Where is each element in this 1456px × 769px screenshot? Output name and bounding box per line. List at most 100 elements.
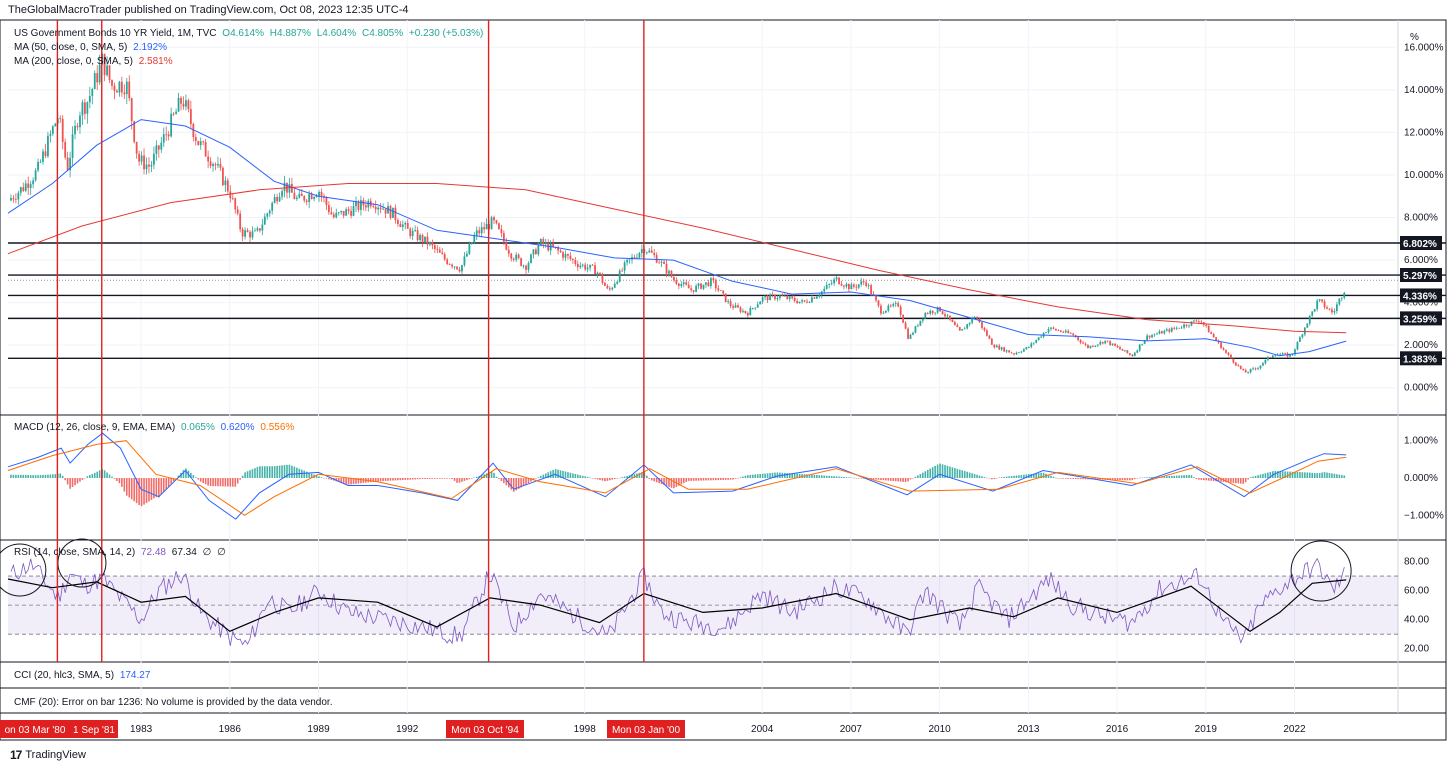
macd-hist-bar (352, 478, 355, 485)
candle-body (1114, 343, 1116, 346)
macd-hist-bar (389, 478, 392, 481)
candle-body (510, 253, 513, 259)
macd-hist-bar (734, 478, 737, 479)
level-label: 1.383% (1403, 354, 1437, 365)
candle-body (953, 322, 956, 326)
macd-hist-bar (776, 472, 779, 478)
candle-body (34, 170, 37, 181)
macd-hist-bar (956, 468, 959, 478)
macd-hist-bar (32, 475, 34, 478)
macd-hist-bar (998, 477, 1001, 478)
candle-body (507, 249, 510, 254)
macd-hist-bar (475, 476, 478, 478)
candle-body (702, 284, 705, 289)
macd-hist-bar (1129, 478, 1131, 481)
price-tick-label: 4.000% (1404, 298, 1438, 309)
candle-body (808, 302, 811, 303)
candle-body (640, 249, 643, 253)
macd-hist-bar (1023, 474, 1025, 478)
candle-body (986, 330, 988, 336)
candle-body (475, 230, 478, 236)
candle-body (862, 281, 865, 283)
macd-header[interactable]: MACD (12, 26, close, 9, EMA, EMA) 0.065%… (14, 422, 297, 433)
candle-body (47, 135, 49, 157)
candle-body (485, 224, 488, 230)
macd-hist-bar (816, 475, 818, 478)
macd-hist-bar (739, 477, 742, 478)
candle-body (91, 88, 94, 96)
candle-body (542, 238, 545, 245)
level-label-bg (1400, 351, 1442, 366)
ma200-header[interactable]: MA (200, close, 0, SMA, 5) 2.581% (14, 56, 176, 67)
candle-body (823, 288, 826, 292)
candle-body (453, 266, 456, 268)
candle-body (458, 269, 461, 272)
rsi-label: RSI (14, close, SMA, 14, 2) (14, 547, 136, 558)
ma50-header[interactable]: MA (50, close, 0, SMA, 5) 2.192% (14, 42, 170, 53)
candle-body (1215, 337, 1218, 341)
macd-hist-bar (241, 475, 244, 478)
macd-hist-bar (202, 478, 204, 483)
candle-body (1335, 304, 1338, 312)
cmf-header[interactable]: CMF (20): Error on bar 1236: No volume i… (14, 697, 336, 708)
macd-hist-bar (234, 478, 237, 487)
macd-hist-bar (981, 476, 983, 478)
macd-hist-bar (409, 478, 412, 480)
macd-hist-bar (190, 472, 192, 478)
macd-hist-bar (744, 475, 747, 478)
candle-body (921, 318, 924, 321)
macd-hist-bar (1239, 478, 1242, 484)
rsi-tick-label: 20.00 (1404, 644, 1429, 655)
candle-body (744, 310, 747, 314)
macd-hist-bar (1042, 472, 1045, 478)
candle-body (958, 327, 961, 331)
candle-body (502, 233, 505, 242)
macd-hist-bar (140, 478, 143, 507)
tradingview-branding[interactable]: 17 TradingView (10, 748, 86, 762)
macd-hist-bar (59, 473, 62, 478)
candle-body (897, 303, 900, 307)
candle-body (204, 142, 207, 157)
candle-body (1148, 335, 1151, 338)
macd-hist-bar (1005, 476, 1008, 478)
candle-body (86, 102, 89, 114)
candle-body (298, 193, 301, 198)
candle-body (571, 258, 574, 260)
macd-hist-bar (81, 478, 84, 480)
candle-body (350, 210, 352, 216)
candle-body (305, 200, 308, 202)
macd-hist-bar (143, 478, 145, 505)
candle-body (194, 137, 197, 142)
macd-hist-bar (71, 478, 74, 487)
macd-hist-bar (1015, 475, 1018, 478)
macd-hist-bar (1035, 473, 1038, 478)
macd-hist-bar (791, 473, 794, 478)
candle-body (1340, 297, 1343, 299)
macd-hist-bar (769, 473, 771, 478)
macd-hist-bar (328, 478, 330, 480)
candle-body (1207, 325, 1210, 333)
candle-body (1153, 334, 1156, 336)
candle-body (680, 284, 683, 287)
candle-body (739, 307, 742, 312)
x-tick-label: 1998 (574, 724, 597, 735)
candle-body (1222, 348, 1225, 350)
rsi-header[interactable]: RSI (14, close, SMA, 14, 2) 72.48 67.34 … (14, 547, 229, 558)
candle-body (705, 282, 707, 285)
macd-hist-bar (130, 478, 133, 500)
cci-header[interactable]: CCI (20, hlc3, SMA, 5) 174.27 (14, 670, 153, 681)
candle-body (677, 283, 680, 287)
candle-body (241, 229, 244, 237)
macd-hist-bar (764, 473, 766, 478)
macd-signal-line (7, 440, 1347, 516)
candle-body (648, 250, 651, 253)
candle-body (912, 332, 914, 335)
macd-hist-bar (1308, 472, 1311, 478)
candle-body (429, 242, 431, 245)
macd-hist-bar (552, 469, 554, 478)
level-label: 3.259% (1403, 314, 1437, 325)
candle-body (44, 151, 47, 157)
candle-body (917, 325, 919, 327)
macd-hist-bar (976, 474, 978, 478)
